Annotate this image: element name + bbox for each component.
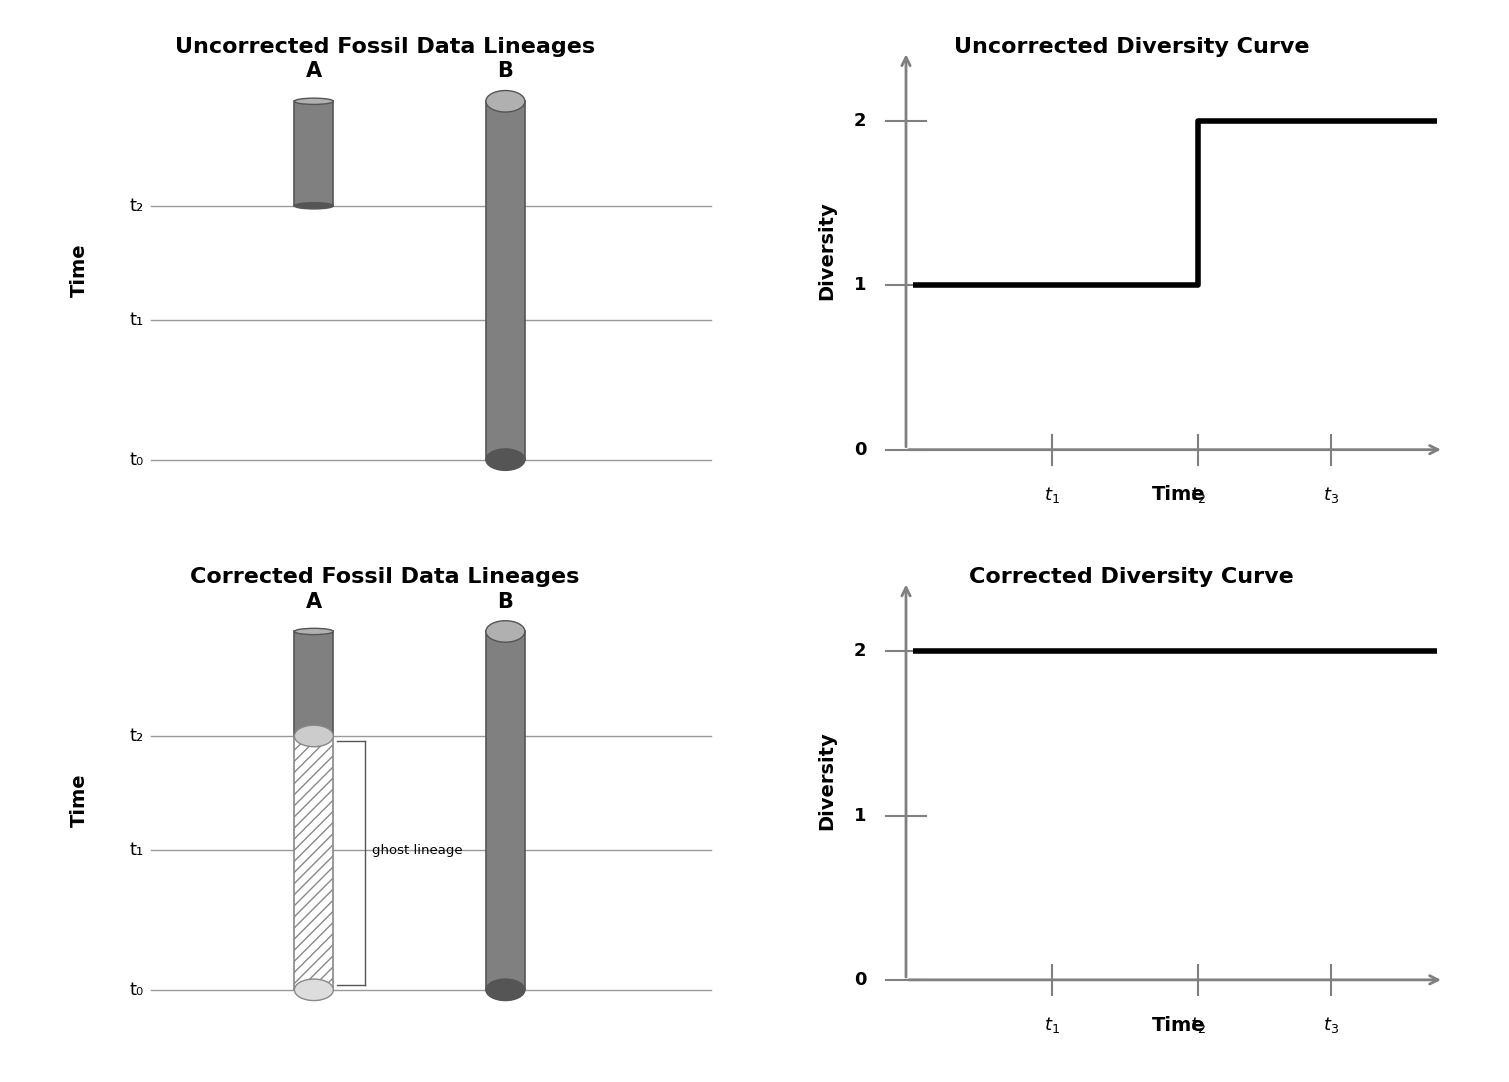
Text: Time: Time <box>1151 1016 1206 1034</box>
Text: 1: 1 <box>854 276 866 294</box>
Text: $t_3$: $t_3$ <box>1323 1015 1338 1034</box>
Ellipse shape <box>486 91 525 113</box>
Text: t₁: t₁ <box>130 312 143 329</box>
Text: 0: 0 <box>854 440 866 459</box>
Text: t₂: t₂ <box>130 727 143 745</box>
Text: t₀: t₀ <box>130 980 143 999</box>
Ellipse shape <box>294 979 333 1001</box>
Bar <box>294 736 333 990</box>
Text: Diversity: Diversity <box>816 731 836 830</box>
Ellipse shape <box>486 449 525 471</box>
Text: A: A <box>306 62 321 81</box>
Text: Uncorrected Fossil Data Lineages: Uncorrected Fossil Data Lineages <box>175 37 595 56</box>
Ellipse shape <box>294 202 333 209</box>
Text: Corrected Diversity Curve: Corrected Diversity Curve <box>969 567 1295 586</box>
Text: 0: 0 <box>854 971 866 989</box>
Text: Uncorrected Diversity Curve: Uncorrected Diversity Curve <box>954 37 1310 56</box>
Ellipse shape <box>294 725 333 747</box>
Text: Time: Time <box>71 774 89 828</box>
Text: $t_2$: $t_2$ <box>1191 1015 1206 1034</box>
Ellipse shape <box>486 621 525 643</box>
Text: Corrected Fossil Data Lineages: Corrected Fossil Data Lineages <box>190 567 579 586</box>
Text: t₀: t₀ <box>130 450 143 469</box>
Text: 2: 2 <box>854 113 866 130</box>
Text: t₂: t₂ <box>130 197 143 215</box>
Text: $t_1$: $t_1$ <box>1044 1015 1059 1034</box>
Text: $t_3$: $t_3$ <box>1323 485 1338 504</box>
Text: Diversity: Diversity <box>816 201 836 300</box>
Ellipse shape <box>486 979 525 1001</box>
Text: B: B <box>498 62 513 81</box>
Text: Time: Time <box>71 243 89 298</box>
Text: B: B <box>498 592 513 611</box>
Text: 1: 1 <box>854 806 866 824</box>
Bar <box>294 632 333 736</box>
Text: 2: 2 <box>854 643 866 660</box>
Text: ghost lineage: ghost lineage <box>373 844 463 857</box>
Text: A: A <box>306 592 321 611</box>
Text: $t_1$: $t_1$ <box>1044 485 1059 504</box>
Bar <box>486 632 525 990</box>
Ellipse shape <box>294 629 333 634</box>
Text: t₁: t₁ <box>130 842 143 859</box>
Ellipse shape <box>294 98 333 104</box>
Text: Time: Time <box>1151 486 1206 504</box>
Bar <box>486 102 525 460</box>
Ellipse shape <box>294 733 333 739</box>
Text: $t_2$: $t_2$ <box>1191 485 1206 504</box>
Bar <box>294 102 333 206</box>
